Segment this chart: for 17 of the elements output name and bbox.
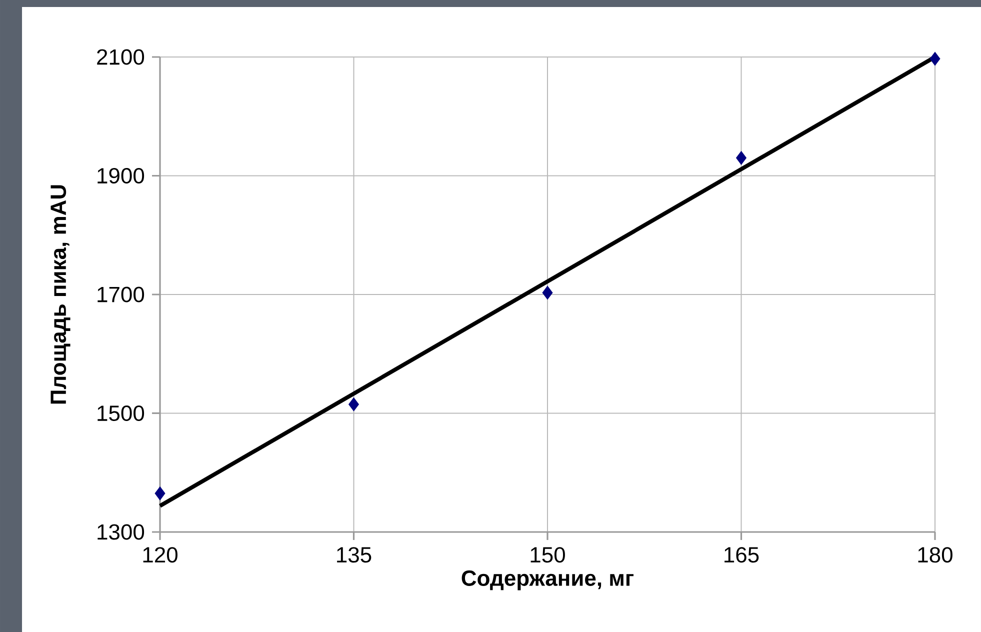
y-tick-label: 1300 [98, 524, 144, 540]
point [930, 52, 940, 66]
y-tick-label: 1500 [98, 405, 144, 422]
point [348, 398, 359, 412]
y-tick-label: 1900 [98, 168, 144, 184]
x-tick-label: 180 [918, 547, 952, 563]
y-tick-label: 1700 [98, 286, 144, 302]
y-axis-title: Площадь пика, mAU [50, 185, 70, 404]
point [542, 286, 553, 300]
x-tick-label: 120 [143, 547, 178, 563]
y-tick-label: 2100 [97, 49, 144, 65]
x-axis-title: Содержание, мг [462, 570, 634, 590]
x-tick-label: 150 [530, 547, 565, 563]
point [154, 486, 166, 500]
x-tick-label: 135 [337, 547, 372, 563]
point [736, 151, 746, 165]
x-tick-label: 165 [724, 547, 759, 563]
